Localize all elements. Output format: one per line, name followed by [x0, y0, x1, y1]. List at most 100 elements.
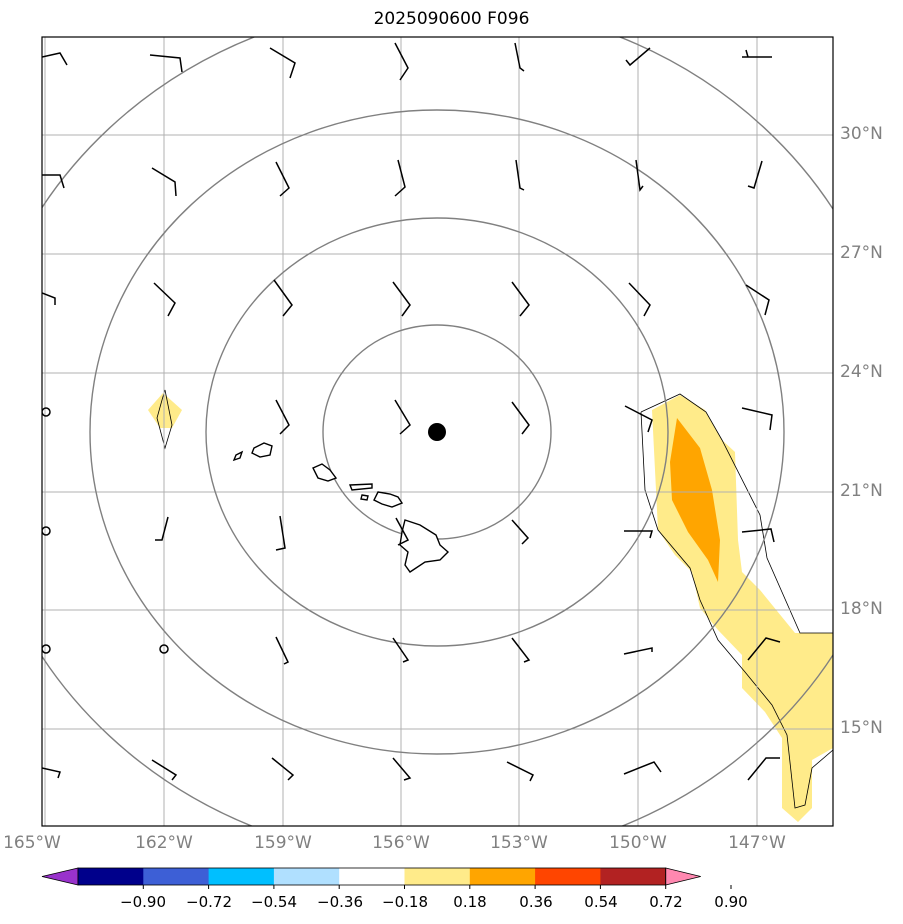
colorbar-tick-label: 0.54 — [584, 893, 618, 911]
wind-barb — [275, 161, 290, 197]
range-ring-3 — [89, 109, 785, 755]
island-kauai — [251, 442, 273, 458]
wind-barb — [151, 167, 177, 197]
lon-label: 150°W — [609, 833, 667, 853]
wind-barb — [394, 159, 406, 197]
range-ring-2 — [205, 217, 669, 647]
colorbar-tick-label: 0.36 — [519, 893, 553, 911]
wind-barb — [42, 52, 68, 66]
lat-label: 24°N — [840, 362, 883, 382]
wind-barb — [506, 761, 535, 782]
colorbar-swatch — [208, 868, 275, 885]
field-patch-east-dark — [670, 418, 720, 582]
lat-label: 27°N — [840, 243, 883, 263]
wind-barb — [269, 47, 296, 79]
wind-barb — [747, 160, 763, 189]
wind-barb — [392, 757, 412, 781]
calm-wind-circle — [159, 644, 169, 654]
colorbar-tick-label: −0.54 — [251, 893, 297, 911]
wind-barb — [42, 174, 65, 189]
wind-barb — [624, 530, 653, 539]
island-niihau — [232, 450, 244, 462]
island-oahu — [312, 463, 338, 482]
wind-barbs — [42, 42, 781, 782]
wind-barb — [747, 757, 780, 781]
wind-barb — [747, 637, 781, 661]
wind-barb — [155, 516, 169, 541]
wind-barb — [153, 282, 176, 317]
colorbar-tick-label: 0.90 — [714, 893, 748, 911]
wind-barb — [628, 282, 651, 317]
lon-label: 162°W — [135, 833, 193, 853]
lat-label: 30°N — [840, 124, 883, 144]
island-lanai — [360, 494, 369, 501]
colorbar-swatch — [143, 868, 210, 885]
colorbar-tick-label: −0.72 — [186, 893, 232, 911]
wind-barb — [395, 517, 410, 546]
calm-wind-circle — [42, 644, 51, 654]
wind-barb — [514, 42, 525, 72]
field-patch-west-outline — [156, 389, 173, 450]
wind-barb — [273, 279, 293, 317]
colorbar-swatch — [600, 868, 667, 885]
colorbar-tick-label: 0.72 — [649, 893, 683, 911]
wind-barb — [511, 401, 530, 435]
lat-label: 18°N — [840, 599, 883, 619]
colorbar-swatch — [404, 868, 471, 885]
calm-wind-circle — [42, 407, 51, 417]
colorbar-tick-label: −0.90 — [120, 893, 166, 911]
colorbar-swatch — [339, 868, 405, 885]
lat-label: 21°N — [840, 481, 883, 501]
wind-barb — [275, 399, 290, 435]
colorbar-tick-label: 0.18 — [453, 893, 487, 911]
wind-barb — [511, 637, 531, 663]
field-outline-east — [640, 393, 833, 634]
island-molokai — [348, 483, 373, 491]
wind-barb — [394, 42, 409, 81]
lon-label: 153°W — [490, 833, 548, 853]
wind-barb — [42, 292, 56, 305]
field-patch-west-light — [148, 393, 182, 428]
wind-barb — [745, 284, 770, 316]
range-rings — [42, 37, 833, 826]
island-hawaii — [399, 519, 450, 573]
island-maui — [373, 491, 404, 508]
colorbar-tick-label: −0.36 — [317, 893, 363, 911]
wind-barb — [42, 767, 61, 779]
lon-label: 165°W — [3, 833, 61, 853]
colorbar-swatch — [273, 868, 340, 885]
filled-contour-field — [148, 389, 833, 822]
wind-barb — [149, 54, 183, 73]
wind-barb — [511, 281, 530, 317]
wind-barb — [275, 515, 286, 551]
wind-barb — [741, 528, 775, 543]
colorbar-tick-label: −0.18 — [382, 893, 428, 911]
wind-barb — [624, 405, 653, 433]
wind-barb — [275, 636, 289, 665]
lon-label: 156°W — [372, 833, 430, 853]
wind-barb — [623, 647, 653, 655]
map-frame — [41, 36, 834, 827]
lon-label: 159°W — [254, 833, 312, 853]
wind-barb — [742, 49, 772, 58]
wind-barb — [394, 399, 411, 435]
colorbar — [41, 867, 732, 889]
wind-barb — [625, 47, 651, 67]
wind-barb — [392, 281, 411, 317]
colorbar-swatch — [469, 868, 536, 885]
wind-barb — [392, 637, 410, 663]
colorbar-swatch — [535, 868, 601, 885]
storm-center-dot — [428, 423, 446, 441]
colorbar-extend-high — [665, 867, 701, 886]
calm-wind-circle — [42, 526, 51, 536]
wind-barb — [271, 757, 295, 781]
wind-barb — [511, 519, 530, 545]
figure-title: 2025090600 F096 — [373, 9, 530, 29]
field-outline-east-2 — [640, 411, 833, 809]
colorbar-extend-low — [41, 867, 79, 886]
wind-barb — [515, 159, 525, 191]
colorbar-swatch — [78, 868, 144, 885]
coastlines — [232, 442, 450, 573]
lon-label: 147°W — [728, 833, 786, 853]
